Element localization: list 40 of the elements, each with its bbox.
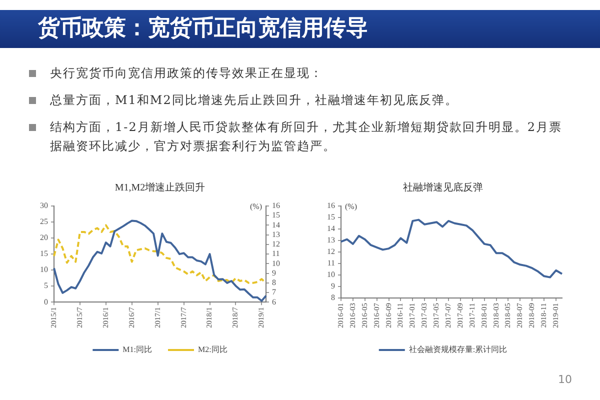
y-tick-label: 25: [40, 217, 48, 226]
y-tick-label: 10: [327, 270, 335, 280]
y-tick-label: 16: [327, 201, 335, 210]
y2-tick-label: 12: [272, 240, 280, 249]
y2-tick-label: 15: [272, 210, 280, 220]
y2-tick-label: 16: [272, 201, 280, 210]
y-axis-title: (%): [345, 202, 358, 212]
legend-label: M2:同比: [198, 345, 228, 354]
y-tick-label: 5: [44, 281, 48, 290]
y-tick-label: 12: [327, 247, 335, 256]
y-tick-label: 15: [327, 212, 335, 222]
y-tick-label: 15: [40, 249, 48, 258]
y-tick-label: 20: [40, 233, 48, 242]
line-series: [53, 224, 267, 284]
text: 货币政策：宽货币正向宽信用传导: [38, 14, 368, 43]
y2-tick-label: 10: [272, 258, 280, 268]
y-tick-label: 13: [327, 236, 335, 245]
legend-label: M1:同比: [122, 345, 152, 354]
y-tick-label: 8: [331, 293, 335, 302]
y2-tick-label: 7: [272, 288, 276, 297]
y2-tick-label: 8: [272, 278, 276, 288]
legend-label: 社会融资规模存量:累计同比: [408, 345, 508, 354]
y-tick-label: 9: [331, 282, 335, 291]
text: 结构方面，1-2月新增人民币贷款整体有所回升，尤其企业新增短期贷款回升明显。2月票据融资环比减少，官方对票据套利行为监管趋严。: [50, 120, 562, 153]
chart-title: M1,M2增速止跌回升: [114, 182, 206, 194]
y-tick-label: 30: [40, 201, 48, 210]
text: 央行宽货币向宽信用政策的传导效果正在显现：: [50, 66, 323, 80]
y-tick-label: 11: [327, 258, 335, 268]
y-tick-label: 0: [44, 297, 48, 306]
y2-tick-label: 6: [272, 297, 276, 306]
y2-tick-label: 9: [272, 268, 276, 278]
y-tick-label: 10: [40, 265, 48, 274]
y2-axis-title: (%): [250, 202, 262, 212]
text: 10: [558, 373, 572, 386]
y2-tick-label: 13: [272, 230, 280, 239]
y-tick-label: 14: [327, 224, 335, 234]
text: 总量方面，M1和M2同比增速先后止跌回升，社融增速年初见底反弹。: [50, 93, 458, 107]
y2-tick-label: 14: [272, 220, 280, 230]
chart-title: 社融增速见底反弹: [403, 182, 483, 194]
y2-tick-label: 11: [272, 249, 280, 258]
